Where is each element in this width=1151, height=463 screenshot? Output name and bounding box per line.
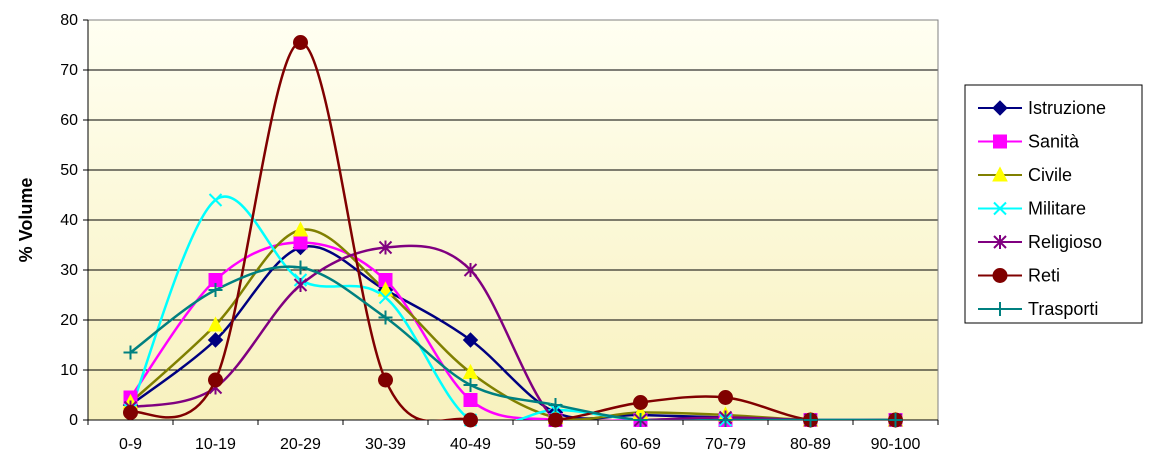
data-point-trasporti: [293, 260, 308, 275]
data-point-reti: [718, 390, 733, 405]
data-point-reti: [378, 372, 393, 388]
y-axis-label: % Volume: [16, 178, 36, 263]
data-point-trasporti: [803, 413, 818, 427]
legend-swatch-marker: [992, 166, 1008, 182]
data-point-reti: [548, 412, 563, 428]
series-layer: [129, 41, 896, 420]
data-point-trasporti: [123, 345, 138, 360]
x-tick-label: 50-59: [535, 436, 576, 453]
gridlines: [88, 69, 938, 371]
x-tick-label: 70-79: [705, 436, 746, 453]
legend-swatch-marker: [993, 235, 1007, 249]
legend-label: Militare: [1028, 199, 1086, 219]
data-point-militare: [378, 290, 393, 305]
data-point-trasporti: [888, 413, 903, 427]
legend-swatch-marker: [992, 100, 1008, 116]
y-tick-label: 60: [60, 112, 78, 129]
legend: Istruzione Sanità Civile Militare Religioso R…: [964, 84, 1143, 324]
data-point-istruzione: [207, 332, 224, 348]
data-point-civile: [292, 221, 309, 237]
data-point-religioso: [293, 278, 308, 292]
data-point-trasporti: [718, 413, 733, 427]
data-point-sanità: [463, 393, 478, 407]
legend-swatch-marker: [993, 134, 1007, 149]
legend-label: Sanità: [1028, 132, 1080, 152]
x-tick-label: 90-100: [871, 436, 921, 453]
x-tick-label: 60-69: [620, 436, 661, 453]
series-line-reti: [130, 41, 896, 420]
legend-label: Civile: [1028, 165, 1072, 185]
legend-label: Trasporti: [1028, 299, 1098, 319]
legend-label: Istruzione: [1028, 98, 1106, 118]
legend-swatch-marker: [993, 201, 1007, 216]
data-point-reti: [208, 372, 223, 388]
data-point-reti: [293, 35, 308, 50]
data-point-trasporti: [378, 310, 393, 325]
marker-layer: [122, 35, 904, 428]
x-tick-label: 10-19: [195, 436, 236, 453]
y-tick-label: 10: [60, 362, 78, 379]
legend-label: Religioso: [1028, 232, 1102, 252]
y-tick-label: 30: [60, 262, 78, 279]
data-point-reti: [463, 412, 478, 428]
data-point-reti: [633, 395, 648, 410]
data-point-trasporti: [208, 283, 223, 297]
y-tick-label: 50: [60, 162, 78, 179]
x-tick-label: 80-89: [790, 436, 831, 453]
x-tick-label: 40-49: [450, 436, 491, 453]
legend-label: Reti: [1028, 266, 1060, 286]
y-tick-label: 40: [60, 212, 78, 229]
series-line-religioso: [130, 244, 896, 420]
x-tick-label: 30-39: [365, 436, 406, 453]
y-tick-label: 80: [60, 12, 78, 29]
data-point-trasporti: [633, 413, 648, 427]
legend-swatch-marker: [993, 302, 1007, 316]
data-point-trasporti: [463, 378, 478, 392]
y-axis: 0 10 20 30 40 50 60 70 80: [60, 12, 89, 429]
data-point-sanità: [293, 235, 308, 250]
data-point-reti: [123, 405, 138, 420]
data-point-religioso: [378, 240, 393, 255]
data-point-civile: [207, 316, 224, 332]
x-tick-label: 0-9: [119, 436, 142, 453]
data-point-trasporti: [548, 398, 563, 412]
data-point-religioso: [463, 263, 478, 277]
data-point-istruzione: [462, 332, 479, 348]
y-tick-label: 0: [69, 412, 78, 429]
series-line-trasporti: [129, 265, 896, 420]
x-axis: 0-9 10-19 20-29 30-39 40-49 50-59 60-69 70-79 80…: [87, 419, 939, 453]
x-tick-label: 20-29: [280, 436, 321, 453]
y-tick-label: 70: [60, 62, 78, 79]
legend-swatch-marker: [992, 268, 1008, 283]
data-point-militare: [208, 193, 223, 207]
y-tick-label: 20: [60, 312, 78, 329]
